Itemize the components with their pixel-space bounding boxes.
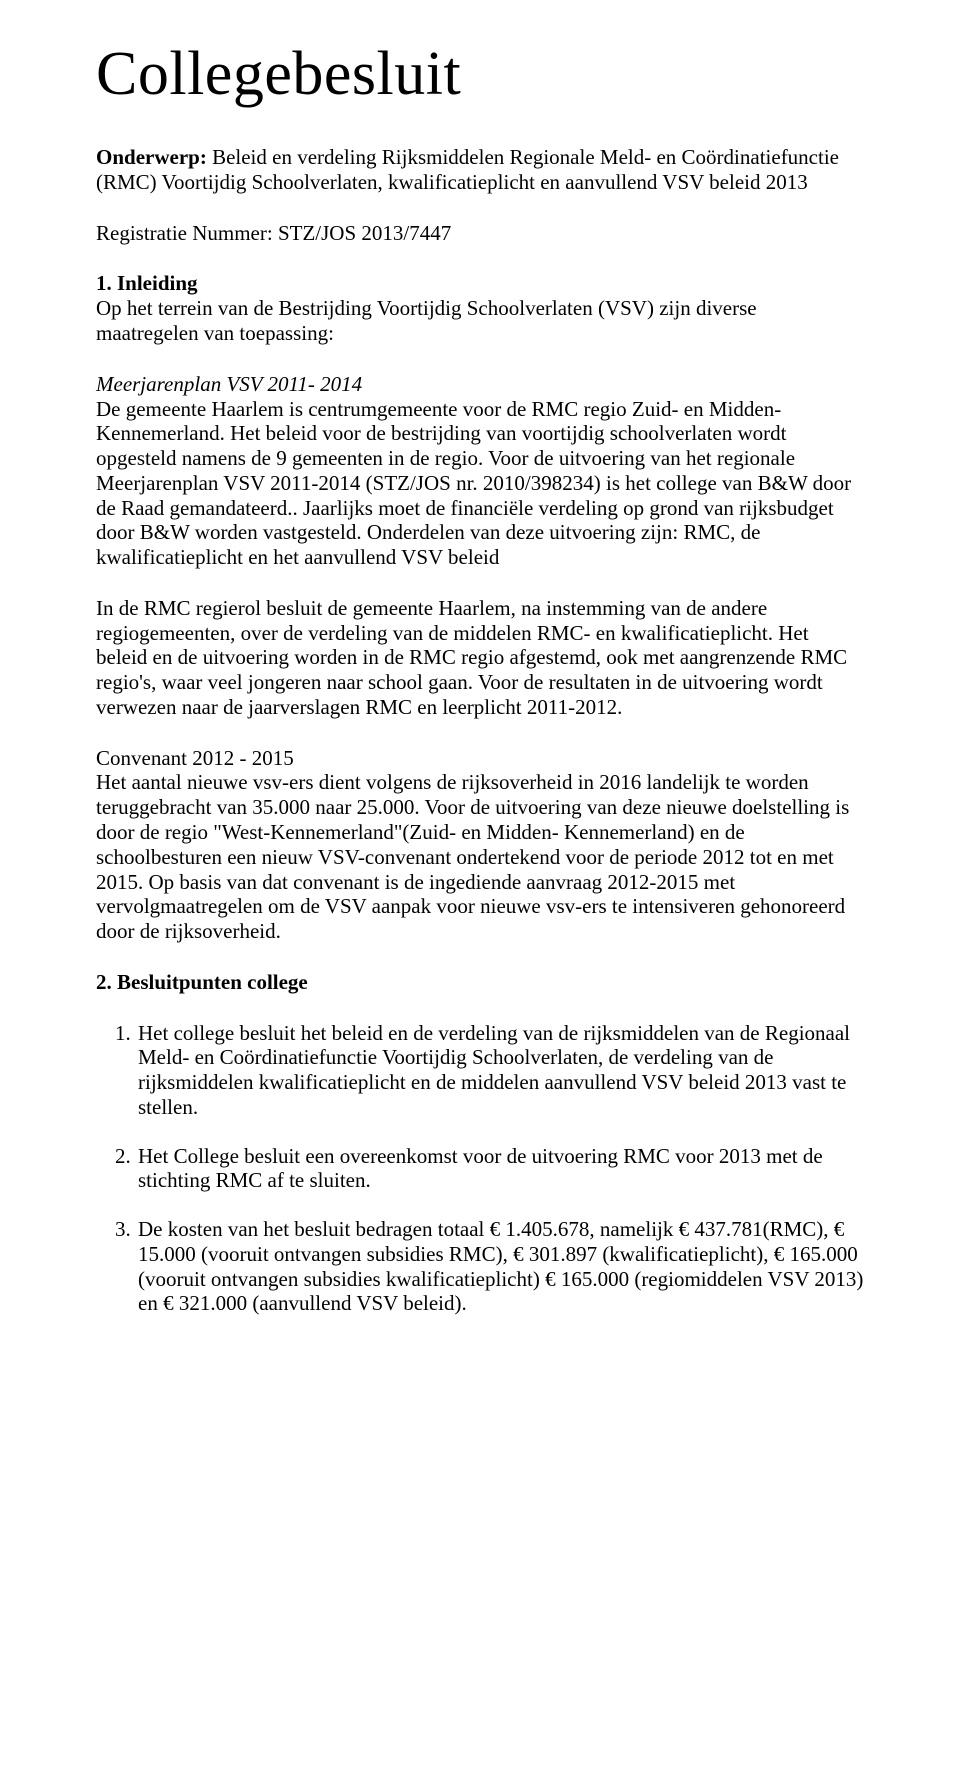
- rmc-regierol-body: In de RMC regierol besluit de gemeente H…: [96, 596, 864, 720]
- convenant-body: Het aantal nieuwe vsv-ers dient volgens …: [96, 770, 864, 943]
- subject-text: Beleid en verdeling Rijksmiddelen Region…: [96, 145, 839, 194]
- decision-item-1: Het college besluit het beleid en de ver…: [136, 1021, 864, 1120]
- meerjarenplan-body: De gemeente Haarlem is centrumgemeente v…: [96, 397, 864, 570]
- section-1-intro: Op het terrein van de Bestrijding Voorti…: [96, 296, 864, 346]
- section-1: 1. Inleiding Op het terrein van de Bestr…: [96, 271, 864, 943]
- meerjarenplan-heading: Meerjarenplan VSV 2011- 2014: [96, 372, 864, 397]
- section-2-heading: 2. Besluitpunten college: [96, 970, 864, 995]
- decision-list: Het college besluit het beleid en de ver…: [96, 1021, 864, 1317]
- decision-item-3: De kosten van het besluit bedragen totaa…: [136, 1217, 864, 1316]
- section-1-heading: 1. Inleiding: [96, 271, 864, 296]
- convenant-heading: Convenant 2012 - 2015: [96, 746, 864, 771]
- decision-item-2: Het College besluit een overeenkomst voo…: [136, 1144, 864, 1194]
- registration-number: Registratie Nummer: STZ/JOS 2013/7447: [96, 221, 864, 246]
- document-title: Collegebesluit: [96, 38, 864, 111]
- document-page: Collegebesluit Onderwerp: Beleid en verd…: [0, 0, 960, 1786]
- subject-label: Onderwerp:: [96, 145, 207, 169]
- subject-block: Onderwerp: Beleid en verdeling Rijksmidd…: [96, 145, 864, 195]
